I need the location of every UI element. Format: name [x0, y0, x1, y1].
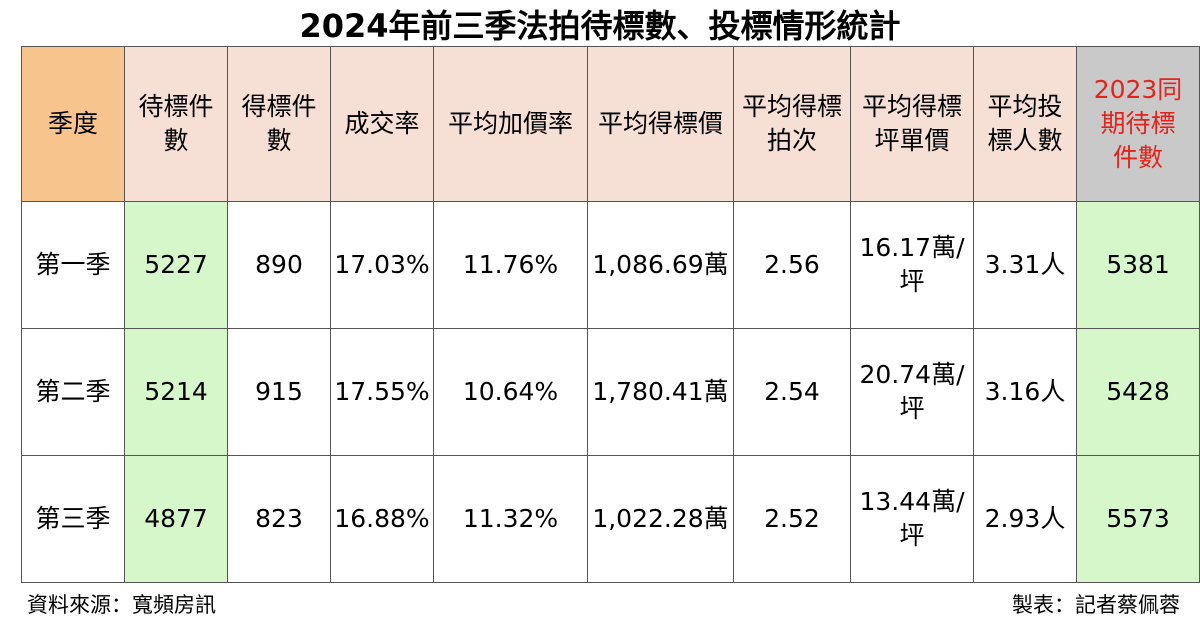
- cell-pending-2023: 5381: [1076, 201, 1200, 329]
- cell-won: 890: [227, 201, 331, 329]
- author-note: 製表：記者蔡佩蓉: [1012, 593, 1180, 617]
- cell-rate: 17.55%: [330, 328, 434, 456]
- table-row: 第一季 5227 890 17.03% 11.76% 1,086.69萬 2.5…: [21, 201, 1200, 329]
- cell-avg-price: 1,022.28萬: [587, 455, 734, 583]
- cell-rate: 16.88%: [330, 455, 434, 583]
- cell-pending-2023: 5428: [1076, 328, 1200, 456]
- cell-season: 第一季: [21, 201, 125, 329]
- cell-unit-price: 13.44萬/坪: [850, 455, 974, 583]
- cell-pending-2023: 5573: [1076, 455, 1200, 583]
- cell-avg-price: 1,780.41萬: [587, 328, 734, 456]
- source-note: 資料來源：寬頻房訊: [27, 593, 216, 617]
- header-won: 得標件數: [227, 46, 331, 202]
- cell-markup: 11.76%: [433, 201, 588, 329]
- cell-pending: 5227: [124, 201, 228, 329]
- header-pending: 待標件數: [124, 46, 228, 202]
- header-rounds: 平均得標 拍次: [733, 46, 851, 202]
- cell-rate: 17.03%: [330, 201, 434, 329]
- cell-unit-price: 16.17萬/坪: [850, 201, 974, 329]
- table-row: 第三季 4877 823 16.88% 11.32% 1,022.28萬 2.5…: [21, 455, 1200, 583]
- header-bidders: 平均投 標人數: [973, 46, 1077, 202]
- cell-markup: 11.32%: [433, 455, 588, 583]
- cell-bidders: 2.93人: [973, 455, 1077, 583]
- cell-won: 915: [227, 328, 331, 456]
- cell-season: 第三季: [21, 455, 125, 583]
- header-season: 季度: [21, 46, 125, 202]
- cell-won: 823: [227, 455, 331, 583]
- header-pending-2023: 2023同 期待標 件數: [1076, 46, 1200, 202]
- header-row: 季度 待標件數 得標件數 成交率 平均加價率 平均得標價 平均得標 拍次 平均得標…: [21, 46, 1200, 202]
- cell-bidders: 3.16人: [973, 328, 1077, 456]
- cell-unit-price: 20.74萬/坪: [850, 328, 974, 456]
- cell-pending: 5214: [124, 328, 228, 456]
- cell-bidders: 3.31人: [973, 201, 1077, 329]
- cell-markup: 10.64%: [433, 328, 588, 456]
- cell-rounds: 2.54: [733, 328, 851, 456]
- cell-pending: 4877: [124, 455, 228, 583]
- cell-season: 第二季: [21, 328, 125, 456]
- header-markup: 平均加價率: [433, 46, 588, 202]
- header-avg-price: 平均得標價: [587, 46, 734, 202]
- statistics-table: 季度 待標件數 得標件數 成交率 平均加價率 平均得標價 平均得標 拍次 平均得標…: [21, 46, 1200, 583]
- cell-rounds: 2.56: [733, 201, 851, 329]
- header-unit-price: 平均得標 坪單價: [850, 46, 974, 202]
- table-row: 第二季 5214 915 17.55% 10.64% 1,780.41萬 2.5…: [21, 328, 1200, 456]
- page-title: 2024年前三季法拍待標數、投標情形統計: [299, 7, 901, 45]
- cell-rounds: 2.52: [733, 455, 851, 583]
- header-rate: 成交率: [330, 46, 434, 202]
- cell-avg-price: 1,086.69萬: [587, 201, 734, 329]
